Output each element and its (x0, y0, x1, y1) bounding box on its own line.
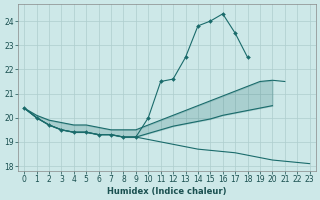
X-axis label: Humidex (Indice chaleur): Humidex (Indice chaleur) (107, 187, 227, 196)
